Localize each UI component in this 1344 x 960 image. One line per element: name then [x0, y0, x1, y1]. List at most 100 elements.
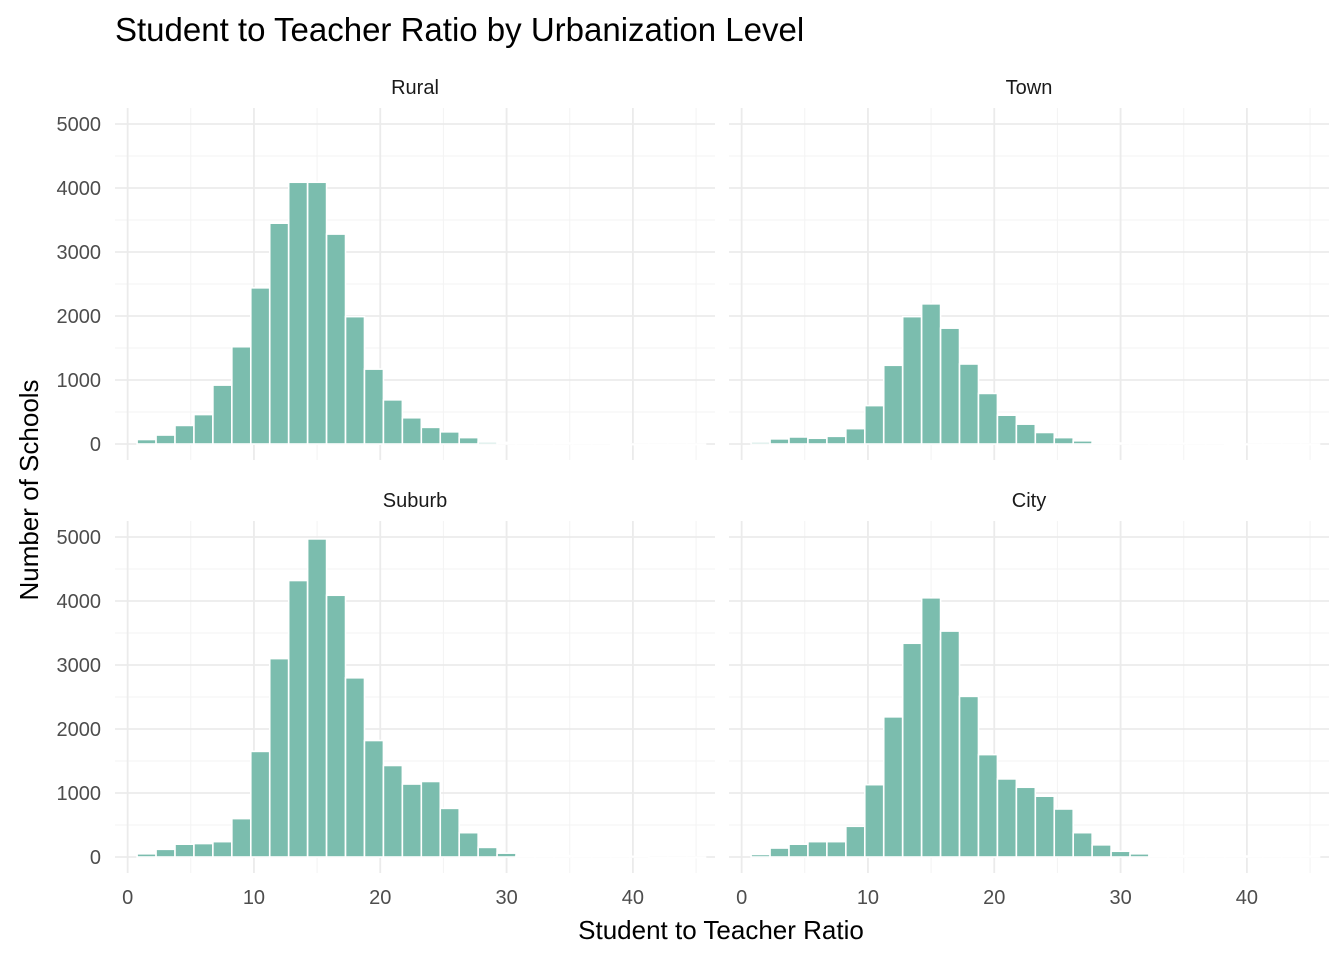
- histogram-bar: [325, 594, 347, 858]
- histogram-bar: [609, 442, 631, 446]
- histogram-bar: [193, 413, 214, 445]
- histogram-bar: [1167, 854, 1188, 858]
- histogram-bar: [155, 848, 176, 858]
- histogram-bar: [458, 436, 479, 445]
- histogram-bar: [788, 436, 809, 445]
- histogram-bar: [647, 443, 669, 446]
- histogram-bar: [901, 315, 923, 445]
- histogram-bar: [1299, 855, 1321, 858]
- histogram-bar: [863, 404, 885, 445]
- histogram-bar: [591, 854, 612, 858]
- histogram-bar: [1186, 442, 1207, 445]
- histogram-bar: [920, 303, 942, 445]
- facet-label-town: Town: [1006, 77, 1053, 99]
- histogram-bar: [344, 315, 366, 445]
- histogram-bar: [1280, 855, 1302, 858]
- y-tick-label: 5000: [57, 114, 102, 136]
- histogram-bar: [1261, 443, 1283, 446]
- histogram-bar: [882, 364, 904, 445]
- histogram-bar: [1299, 443, 1321, 446]
- histogram-bar: [477, 846, 498, 858]
- panel-city: City 0 10 20 30 40: [729, 490, 1329, 909]
- x-tick-label: 0: [736, 887, 747, 909]
- y-axis-title: Number of Schools: [14, 379, 44, 600]
- histogram-bar: [685, 443, 707, 446]
- histogram-bar: [769, 847, 790, 858]
- histogram-bar: [826, 840, 847, 858]
- histogram-bar: [572, 442, 593, 445]
- y-tick-label: 0: [90, 847, 101, 869]
- histogram-bar: [939, 327, 961, 445]
- histogram-bar: [363, 739, 385, 858]
- histogram-bar: [534, 854, 555, 858]
- facet-label-city: City: [1012, 490, 1046, 512]
- histogram-bar: [826, 435, 847, 445]
- histogram-bar: [553, 442, 574, 445]
- facet-panels: Rural010002000300040005000TownSuburb0100…: [57, 77, 1329, 909]
- histogram-bar: [1053, 808, 1075, 858]
- facet-label-suburb: Suburb: [383, 490, 448, 512]
- histogram-bar: [750, 441, 771, 445]
- histogram-bar: [1223, 442, 1245, 446]
- histogram-bar: [628, 443, 650, 446]
- x-tick-label: 10: [857, 887, 879, 909]
- histogram-bar: [920, 596, 942, 858]
- histogram-bar: [750, 853, 771, 858]
- histogram-bar: [958, 363, 980, 445]
- histogram-bar: [458, 831, 479, 858]
- histogram-bar: [1129, 442, 1150, 445]
- y-tick-label: 5000: [57, 527, 102, 549]
- histogram-bar: [401, 783, 423, 858]
- histogram-bar: [193, 842, 214, 858]
- histogram-bar: [685, 856, 707, 859]
- histogram-bar: [496, 852, 517, 858]
- histogram-bar: [306, 181, 328, 445]
- histogram-bar: [382, 399, 404, 445]
- y-tick-label: 1000: [57, 783, 102, 805]
- histogram-bar: [249, 750, 271, 858]
- histogram-bar: [515, 442, 536, 445]
- histogram-bar: [174, 843, 195, 858]
- y-tick-label: 2000: [57, 719, 102, 741]
- histogram-bar: [807, 840, 828, 858]
- histogram-bar: [136, 438, 157, 445]
- histogram-bar: [439, 431, 461, 445]
- histogram-bar: [845, 427, 866, 445]
- y-tick-label: 1000: [57, 370, 102, 392]
- histogram-bar: [1129, 852, 1150, 858]
- histogram-bar: [1261, 855, 1283, 858]
- histogram-bar: [1053, 436, 1075, 445]
- histogram-bar: [1205, 442, 1226, 445]
- histogram-bar: [769, 438, 790, 445]
- histogram-bar: [477, 441, 498, 445]
- histogram-bar: [958, 695, 980, 858]
- histogram-bar: [666, 443, 688, 446]
- histogram-bar: [553, 854, 574, 858]
- histogram-bar: [231, 345, 252, 445]
- histogram-bar: [344, 676, 366, 858]
- histogram-bar: [1148, 442, 1169, 445]
- histogram-bar: [977, 392, 999, 445]
- histogram-bar: [788, 843, 809, 858]
- histogram-bar: [1205, 855, 1226, 858]
- histogram-bar: [382, 764, 404, 858]
- histogram-bar: [249, 287, 271, 445]
- histogram-bar: [325, 233, 347, 445]
- histogram-bar: [1015, 786, 1037, 858]
- chart-title: Student to Teacher Ratio by Urbanization…: [115, 11, 804, 48]
- histogram-bar: [1072, 439, 1093, 445]
- x-tick-label: 30: [1109, 887, 1131, 909]
- histogram-bar: [939, 630, 961, 858]
- histogram-bar: [1110, 442, 1131, 445]
- histogram-bar: [572, 854, 593, 858]
- histogram-bar: [666, 856, 688, 859]
- histogram-bar: [287, 579, 309, 858]
- histogram-bar: [136, 852, 157, 858]
- histogram-bar: [306, 538, 328, 858]
- x-tick-label: 10: [243, 887, 265, 909]
- histogram-bar: [439, 807, 461, 858]
- y-tick-label: 0: [90, 434, 101, 456]
- histogram-bar: [1034, 795, 1056, 858]
- histogram-bar: [807, 437, 828, 445]
